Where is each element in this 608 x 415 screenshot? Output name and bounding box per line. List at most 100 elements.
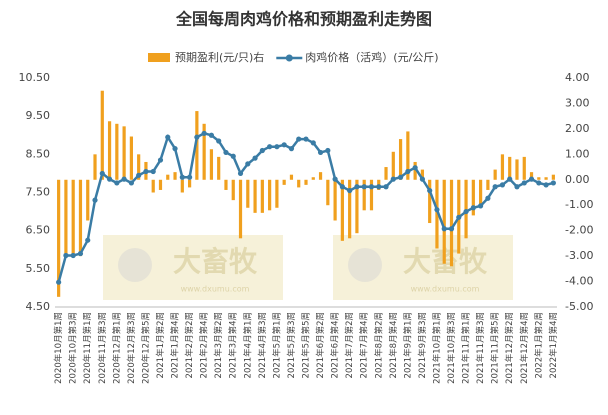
x-tick-label: 2021年5月第1周 bbox=[271, 312, 282, 378]
x-tick-label: 2021年10月第3周 bbox=[446, 312, 457, 384]
line-point bbox=[92, 197, 98, 203]
line-point bbox=[347, 187, 353, 194]
line-point bbox=[172, 146, 178, 152]
bar bbox=[282, 179, 286, 185]
bar bbox=[529, 172, 534, 180]
bar bbox=[137, 154, 141, 180]
bar bbox=[318, 172, 323, 180]
line-point bbox=[201, 130, 207, 136]
line-point bbox=[397, 174, 404, 180]
bar bbox=[449, 179, 454, 267]
bar bbox=[304, 179, 308, 185]
line-point bbox=[456, 214, 462, 220]
bar bbox=[158, 179, 163, 190]
bar bbox=[151, 179, 155, 193]
legend-label: 预期盈利(元/只)右 bbox=[175, 50, 264, 64]
line-point bbox=[303, 136, 309, 142]
bar bbox=[500, 154, 505, 180]
line-point bbox=[550, 180, 556, 186]
y-tick-label: 6.50 bbox=[26, 224, 51, 237]
y2-tick-label: 3.00 bbox=[565, 96, 590, 109]
line-point bbox=[405, 168, 411, 175]
line-point bbox=[157, 157, 164, 163]
line-point bbox=[325, 147, 331, 154]
line-point bbox=[332, 176, 338, 182]
line-point bbox=[267, 144, 273, 150]
legend-label: 肉鸡价格（活鸡）(元/公斤) bbox=[305, 50, 438, 64]
chart-title: 全国每周肉鸡价格和预期盈利走势图 bbox=[175, 10, 432, 29]
watermark-url: www.dxumu.com bbox=[181, 285, 250, 294]
y2-tick-label: -1.00 bbox=[565, 198, 593, 211]
legend-swatch bbox=[285, 54, 293, 62]
bar bbox=[260, 179, 264, 213]
x-tick-label: 2020年12月第3周 bbox=[126, 312, 137, 384]
line-point bbox=[128, 180, 134, 186]
bar bbox=[369, 179, 374, 211]
y-tick-label: 10.50 bbox=[19, 71, 51, 84]
y-tick-label: 7.50 bbox=[26, 186, 51, 199]
line-point bbox=[106, 176, 113, 182]
bar bbox=[78, 179, 83, 257]
bar bbox=[115, 123, 119, 180]
x-tick-label: 2021年7月第4周 bbox=[359, 312, 370, 378]
bar bbox=[479, 179, 483, 206]
bar bbox=[195, 111, 199, 180]
line-point bbox=[485, 195, 491, 201]
line-point bbox=[310, 140, 316, 146]
x-tick-label: 2020年12月第5周 bbox=[140, 312, 151, 384]
line-point bbox=[361, 184, 367, 190]
x-tick-label: 2021年4月第3周 bbox=[257, 312, 268, 378]
x-tick-label: 2021年10月第1周 bbox=[431, 312, 442, 384]
bar bbox=[515, 159, 519, 180]
line-point bbox=[223, 149, 229, 156]
bar bbox=[122, 126, 126, 180]
bar bbox=[297, 179, 301, 188]
x-tick-label: 2021年11月第3周 bbox=[475, 312, 486, 384]
line-point bbox=[434, 207, 440, 213]
y2-tick-label: -3.00 bbox=[565, 249, 593, 262]
line-point bbox=[441, 226, 447, 232]
watermark: 大畜牧 www.dxumu.com 大畜牧 www.dxumu.com bbox=[103, 235, 513, 300]
bar bbox=[413, 161, 417, 180]
line-point bbox=[99, 170, 105, 177]
x-tick-label: 2021年3月第2周 bbox=[213, 312, 224, 378]
x-tick-label: 2021年6月第4周 bbox=[330, 312, 341, 378]
bar bbox=[362, 179, 366, 211]
bar bbox=[544, 177, 548, 180]
x-tick-label: 2020年11月第1周 bbox=[82, 312, 93, 384]
line-point bbox=[121, 176, 127, 182]
line-point bbox=[230, 153, 236, 159]
bar bbox=[100, 90, 104, 180]
x-tick-label: 2021年8月第4周 bbox=[388, 312, 399, 378]
bar bbox=[71, 179, 75, 257]
bar bbox=[173, 172, 177, 180]
line-point bbox=[179, 174, 185, 180]
bar bbox=[493, 169, 497, 180]
bar bbox=[537, 177, 541, 180]
line-point bbox=[114, 180, 120, 186]
bar bbox=[435, 179, 439, 249]
x-tick-label: 2021年4月第1周 bbox=[242, 312, 253, 378]
line-point bbox=[412, 165, 418, 171]
line-point bbox=[383, 184, 389, 190]
x-tick-label: 2021年12月第4周 bbox=[519, 312, 530, 384]
x-tick-label: 2021年1月第4周 bbox=[170, 312, 181, 378]
x-tick-label: 2020年10月第1周 bbox=[53, 312, 64, 384]
bar bbox=[522, 156, 526, 180]
line-point bbox=[245, 161, 251, 167]
bar bbox=[268, 179, 272, 211]
line-point bbox=[165, 134, 171, 140]
line-point bbox=[281, 142, 287, 148]
bar bbox=[64, 179, 68, 257]
line-point bbox=[463, 208, 469, 215]
bar bbox=[420, 169, 425, 180]
bar bbox=[86, 179, 90, 221]
bar bbox=[406, 131, 410, 180]
line-point bbox=[492, 184, 498, 190]
bar bbox=[224, 179, 228, 190]
x-tick-label: 2021年8月第2周 bbox=[373, 312, 384, 378]
line-point bbox=[252, 155, 258, 161]
bar bbox=[384, 167, 388, 180]
line-point bbox=[419, 176, 426, 182]
